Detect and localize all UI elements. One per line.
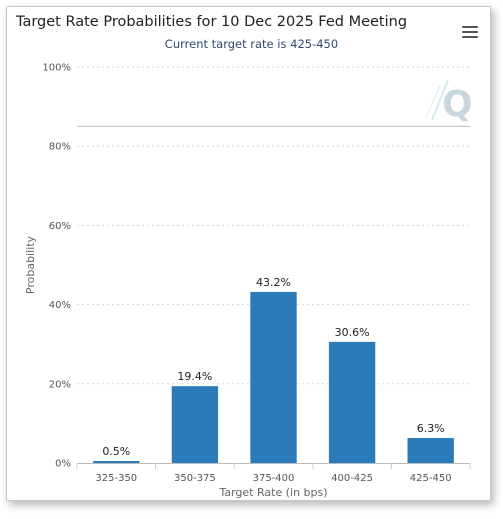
y-axis-ticks: 0% 20% 40% 60% 80% 100%	[42, 63, 71, 470]
bar	[93, 461, 140, 463]
bars	[93, 291, 454, 463]
data-label: 30.6%	[335, 326, 370, 339]
data-label: 43.2%	[256, 276, 291, 289]
x-tick-label: 350-375	[174, 473, 216, 484]
data-label: 19.4%	[177, 370, 212, 383]
x-axis-title: Target Rate (in bps)	[218, 486, 327, 499]
hamburger-menu-icon[interactable]	[462, 26, 478, 40]
y-tick-label: 40%	[49, 300, 71, 311]
data-labels: 0.5% 19.4% 43.2% 30.6% 6.3%	[102, 276, 444, 458]
x-tick-label: 375-400	[253, 473, 295, 484]
y-tick-label: 80%	[49, 142, 71, 153]
chart-subtitle: Current target rate is 425-450	[164, 37, 339, 51]
bar	[250, 291, 297, 463]
bar	[328, 341, 376, 463]
y-tick-label: 60%	[49, 221, 71, 232]
data-label: 6.3%	[417, 422, 445, 435]
x-tick-label: 325-350	[95, 473, 137, 484]
chart-title: Target Rate Probabilities for 10 Dec 202…	[16, 14, 408, 30]
data-label: 0.5%	[102, 445, 130, 458]
svg-text:Q: Q	[442, 84, 473, 125]
bar	[171, 386, 219, 463]
y-tick-label: 20%	[49, 379, 71, 390]
x-tick-label: 400-425	[331, 473, 373, 484]
x-axis-ticks: 325-350 350-375 375-400 400-425 425-450	[76, 463, 471, 484]
chart-frame	[6, 6, 491, 501]
y-tick-label: 0%	[55, 459, 71, 470]
q-logo-icon: Q	[425, 79, 473, 125]
bar	[407, 438, 454, 463]
y-tick-label: 100%	[42, 63, 71, 74]
y-axis-title: Probability	[24, 235, 37, 294]
x-tick-label: 425-450	[410, 473, 452, 484]
